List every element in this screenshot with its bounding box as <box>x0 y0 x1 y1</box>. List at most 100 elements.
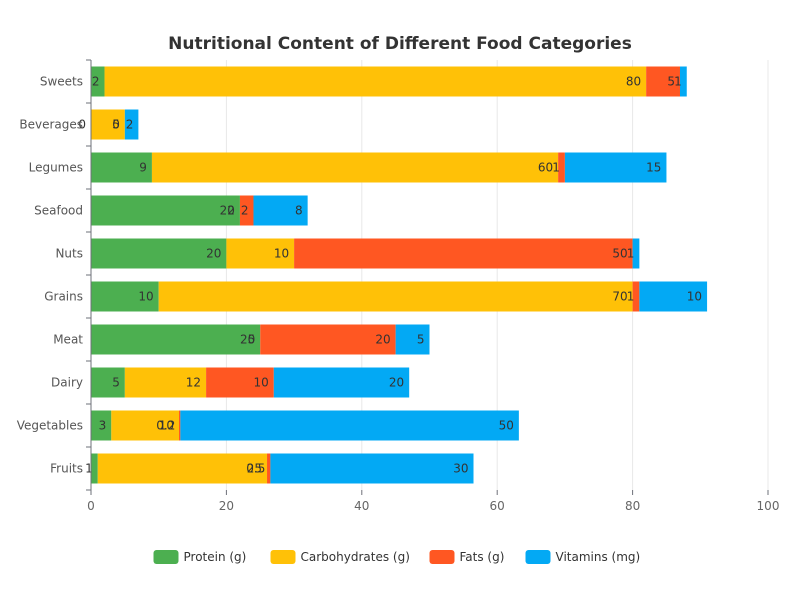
category-label: Meat <box>53 333 83 347</box>
data-label: 70 <box>612 290 627 304</box>
data-label: 10 <box>254 376 269 390</box>
bar-segment[interactable] <box>91 324 261 355</box>
bar-segment[interactable] <box>91 410 112 441</box>
bar-segment[interactable] <box>91 281 159 312</box>
bar-segment[interactable] <box>91 367 125 398</box>
chart-title: Nutritional Content of Different Food Ca… <box>168 34 632 54</box>
bar-segment[interactable] <box>260 324 396 355</box>
bar-segment[interactable] <box>97 453 268 484</box>
data-label: 1 <box>85 462 93 476</box>
data-label: 25 <box>240 333 255 347</box>
bar-segment[interactable] <box>91 238 227 269</box>
data-label: 12 <box>186 376 201 390</box>
bar-segment[interactable] <box>179 410 181 441</box>
legend-swatch <box>270 550 296 564</box>
legend-item[interactable]: Vitamins (mg) <box>525 550 641 564</box>
bar-segment[interactable] <box>679 66 687 97</box>
data-label: 80 <box>626 75 641 89</box>
data-label: 3 <box>99 419 107 433</box>
bar-segment[interactable] <box>226 238 295 269</box>
data-label: 0 <box>78 118 86 132</box>
legend-swatch <box>429 550 455 564</box>
bar-segment[interactable] <box>639 281 708 312</box>
bar-segment[interactable] <box>206 367 274 398</box>
data-label: 2 <box>126 118 134 132</box>
bar-segment[interactable] <box>91 195 240 226</box>
legend-swatch <box>525 550 551 564</box>
category-label: Seafood <box>34 204 83 218</box>
bar-segment[interactable] <box>91 453 98 484</box>
bar-segment[interactable] <box>294 238 633 269</box>
bar-segment[interactable] <box>124 109 139 140</box>
data-label: 0.5 <box>246 462 265 476</box>
data-label: 5 <box>112 376 120 390</box>
bar-segment[interactable] <box>104 66 647 97</box>
data-label: 2 <box>92 75 100 89</box>
data-label: 0.2 <box>156 419 175 433</box>
legend-label: Carbohydrates (g) <box>301 550 410 564</box>
data-label: 10 <box>687 290 702 304</box>
category-label: Dairy <box>51 376 83 390</box>
x-tick-label: 20 <box>219 499 234 513</box>
data-label: 22 <box>220 204 235 218</box>
category-label: Beverages <box>19 118 83 132</box>
data-label: 10 <box>138 290 153 304</box>
x-tick-label: 0 <box>87 499 95 513</box>
data-label: 8 <box>295 204 303 218</box>
legend-label: Protein (g) <box>184 550 247 564</box>
data-label: 2 <box>241 204 249 218</box>
bar-segment[interactable] <box>558 152 565 183</box>
category-label: Grains <box>44 290 83 304</box>
legend-item[interactable]: Fats (g) <box>429 550 505 564</box>
category-label: Legumes <box>29 161 83 175</box>
legend-swatch <box>153 550 179 564</box>
data-label: 1 <box>552 161 560 175</box>
bar-segment[interactable] <box>267 453 271 484</box>
category-label: Fruits <box>50 462 83 476</box>
legend-item[interactable]: Carbohydrates (g) <box>270 550 410 564</box>
axes: 0 20 40 60 80 100FruitsVegetablesDairyMeatGra… <box>17 59 779 513</box>
data-label: 30 <box>453 462 468 476</box>
bar-segment[interactable] <box>91 152 152 183</box>
bar-segment[interactable] <box>158 281 633 312</box>
data-label: 25 <box>247 462 262 476</box>
legend-item[interactable]: Protein (g) <box>153 550 247 564</box>
bar-segment[interactable] <box>239 195 254 226</box>
legend[interactable]: Protein (g) Carbohydrates (g) Fats (g) Vita… <box>153 550 641 564</box>
data-label: 50 <box>612 247 627 261</box>
category-label: Vegetables <box>17 419 83 433</box>
data-label: 60 <box>538 161 553 175</box>
x-tick-label: 80 <box>625 499 640 513</box>
data-label: 1 <box>674 75 682 89</box>
data-label: 20 <box>389 376 404 390</box>
data-label: 9 <box>139 161 147 175</box>
bar-segment[interactable] <box>632 238 640 269</box>
bars <box>91 66 708 484</box>
data-label: 5 <box>667 75 675 89</box>
x-tick-label: 40 <box>354 499 369 513</box>
bar-segment[interactable] <box>273 367 410 398</box>
bar-segment[interactable] <box>91 109 125 140</box>
bar-segment[interactable] <box>646 66 680 97</box>
x-tick-label: 60 <box>490 499 505 513</box>
data-label: 15 <box>646 161 661 175</box>
bar-segment[interactable] <box>564 152 667 183</box>
bar-segment[interactable] <box>270 453 474 484</box>
legend-label: Fats (g) <box>460 550 505 564</box>
data-label: 20 <box>206 247 221 261</box>
data-label: 1 <box>627 290 635 304</box>
bar-segment[interactable] <box>91 66 105 97</box>
bar-segment[interactable] <box>151 152 559 183</box>
bar-segment[interactable] <box>253 195 308 226</box>
category-label: Nuts <box>55 247 83 261</box>
bar-segment[interactable] <box>395 324 430 355</box>
bar-segment[interactable] <box>124 367 207 398</box>
bar-segment[interactable] <box>180 410 519 441</box>
data-label: 1 <box>627 247 635 261</box>
data-label: 10 <box>159 419 174 433</box>
data-label: 0 <box>248 333 256 347</box>
bar-segment[interactable] <box>632 281 640 312</box>
bar-segment[interactable] <box>111 410 180 441</box>
